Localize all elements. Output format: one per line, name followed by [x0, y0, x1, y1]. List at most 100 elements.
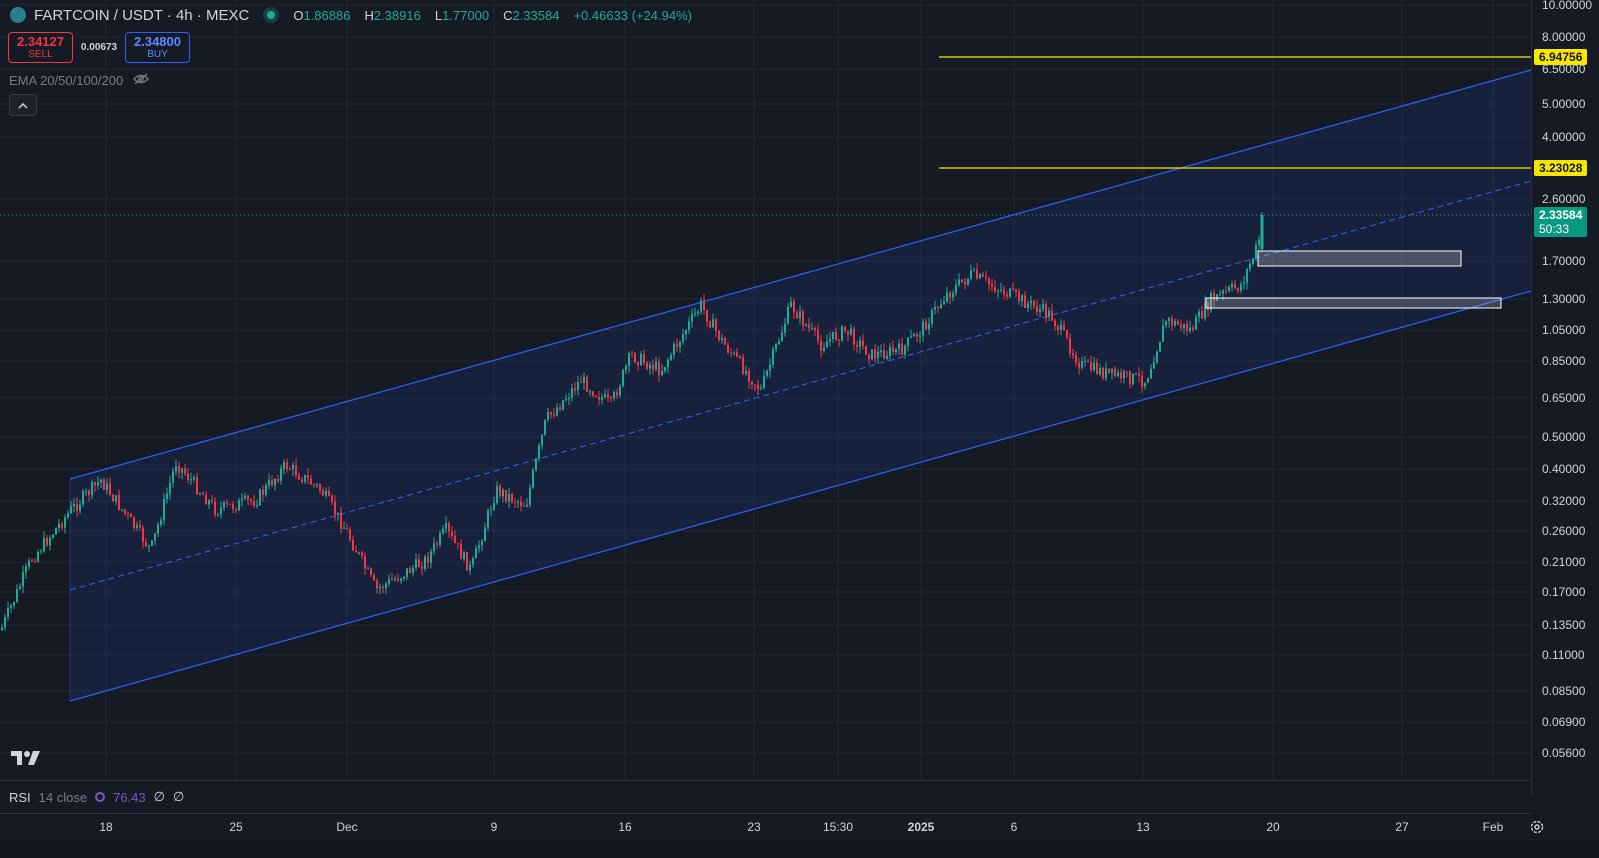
candle-body: [931, 309, 933, 324]
candle-body: [820, 340, 822, 352]
candle-body: [220, 507, 222, 515]
candle-body: [250, 499, 252, 502]
candle-body: [673, 343, 675, 355]
price-level-tag[interactable]: 6.94756: [1534, 49, 1588, 65]
buy-button[interactable]: 2.34800 BUY: [125, 32, 190, 63]
candle-body: [103, 479, 105, 490]
candle-body: [994, 286, 996, 292]
candle-body: [619, 386, 621, 396]
candle-body: [982, 274, 984, 277]
rsi-label[interactable]: RSI: [9, 789, 31, 805]
candle-body: [577, 381, 579, 391]
candle-body: [628, 353, 630, 367]
candle-body: [451, 531, 453, 536]
spread-value: 0.00673: [80, 42, 118, 53]
candle-body: [784, 323, 786, 333]
candle-body: [745, 370, 747, 374]
time-axis[interactable]: 18 25 Dec 9 16 23 15:30 2025 6 13 20 27 Feb: [0, 813, 1531, 841]
symbol-logo-icon[interactable]: [10, 7, 26, 23]
symbol-title[interactable]: FARTCOIN / USDT · 4h · MEXC: [34, 6, 250, 24]
candle-body: [760, 387, 762, 389]
ema-indicator-label[interactable]: EMA 20/50/100/200: [9, 73, 124, 88]
candle-body: [307, 474, 309, 479]
price-level-tag[interactable]: 3.23028: [1534, 160, 1588, 176]
candle-body: [1075, 355, 1077, 363]
candle-body: [967, 278, 969, 285]
price-tick-label: 0.13500: [1542, 618, 1586, 632]
collapse-legend-button[interactable]: [9, 94, 37, 116]
candle-body: [442, 528, 444, 534]
candle-body: [661, 370, 663, 376]
candle-body: [1087, 360, 1089, 362]
tradingview-logo-icon[interactable]: [10, 748, 42, 771]
candle-body: [970, 270, 972, 279]
candle-body: [526, 504, 528, 507]
chart-area[interactable]: FARTCOIN / USDT · 4h · MEXC O1.86886 H2.…: [0, 0, 1531, 795]
candle-body: [343, 527, 345, 529]
candle-body: [1258, 239, 1260, 246]
candle-body: [262, 489, 264, 495]
candle-body: [196, 477, 198, 495]
candle-body: [139, 524, 141, 528]
candle-body: [142, 527, 144, 543]
gear-icon: [1530, 820, 1544, 834]
candle-body: [979, 274, 981, 279]
bottom-strip: [0, 841, 1599, 858]
candle-body: [322, 490, 324, 496]
candle-body: [607, 394, 609, 398]
candle-body: [466, 552, 468, 571]
candle-body: [1057, 325, 1059, 331]
candle-body: [595, 395, 597, 397]
candle-body: [73, 503, 75, 507]
candle-body: [268, 480, 270, 486]
candle-body: [493, 502, 495, 510]
candle-body: [823, 347, 825, 352]
candle-body: [721, 338, 723, 341]
candle-body: [340, 512, 342, 529]
candle-body: [130, 514, 132, 517]
candle-body: [1063, 324, 1065, 331]
candle-body: [172, 471, 174, 483]
price-chart[interactable]: [0, 0, 1531, 795]
eye-hidden-icon[interactable]: [133, 73, 150, 88]
candle-body: [766, 370, 768, 376]
candle-body: [502, 489, 504, 497]
current-price-tag[interactable]: 2.33584 50:33: [1534, 207, 1588, 237]
ohlc-change: +0.46633 (+24.94%): [573, 7, 692, 23]
candle-body: [709, 321, 711, 328]
candle-body: [556, 407, 558, 416]
candle-body: [622, 369, 624, 387]
candle-body: [4, 617, 6, 628]
candle-body: [1219, 293, 1221, 295]
rsi-pane[interactable]: RSI 14 close 76.43 ∅ ∅: [0, 780, 1531, 813]
candle-body: [481, 541, 483, 546]
candle-body: [238, 500, 240, 511]
candle-body: [655, 361, 657, 370]
sell-button[interactable]: 2.34127 SELL: [8, 32, 73, 63]
price-axis[interactable]: 10.00000 8.00000 6.50000 5.00000 4.00000 2.60…: [1531, 0, 1599, 795]
candle-body: [1189, 327, 1191, 332]
candle-body: [793, 301, 795, 313]
candle-body: [364, 555, 366, 569]
candle-body: [790, 301, 792, 307]
candle-body: [550, 412, 552, 415]
candle-body: [895, 348, 897, 353]
price-tick-label: 0.32000: [1542, 494, 1586, 508]
candle-body: [754, 384, 756, 386]
candle-body: [649, 364, 651, 369]
candle-body: [955, 285, 957, 294]
buy-price: 2.34800: [134, 34, 181, 49]
candle-body: [796, 312, 798, 319]
sell-price: 2.34127: [17, 34, 64, 49]
price-tick-label: 0.65000: [1542, 391, 1586, 405]
candle-body: [91, 482, 93, 496]
candle-body: [775, 343, 777, 350]
candle-body: [781, 332, 783, 342]
candle-body: [1234, 284, 1236, 289]
price-tick-label: 10.00000: [1542, 0, 1593, 12]
candle-body: [898, 343, 900, 349]
candle-body: [874, 349, 876, 359]
candle-body: [187, 473, 189, 480]
candle-body: [961, 279, 963, 282]
chart-settings-button[interactable]: [1528, 818, 1546, 836]
